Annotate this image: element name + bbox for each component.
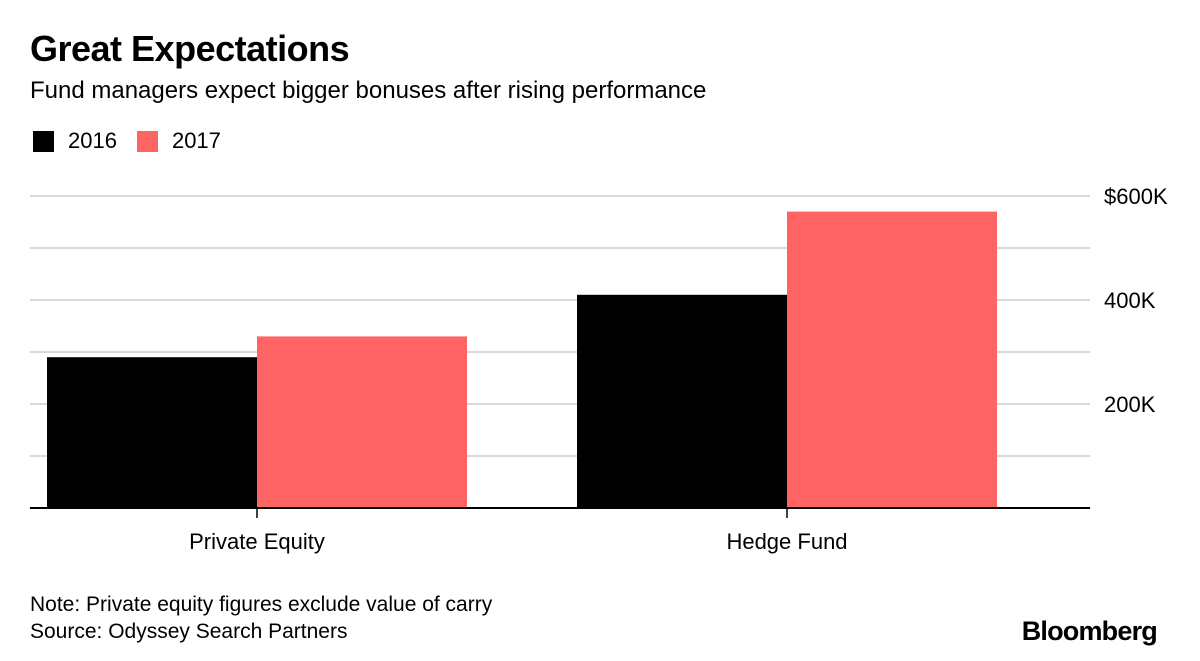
bar-2017-hedge-fund bbox=[787, 211, 997, 508]
x-tick-label: Private Equity bbox=[189, 529, 325, 554]
y-tick-label: $600K bbox=[1104, 184, 1168, 209]
chart-footnote: Note: Private equity figures exclude val… bbox=[30, 591, 492, 645]
legend-label-2017: 2017 bbox=[171, 128, 221, 153]
bar-2016-hedge-fund bbox=[577, 294, 787, 508]
y-tick-label: 200K bbox=[1104, 392, 1156, 417]
x-tick-label: Hedge Fund bbox=[726, 529, 847, 554]
chart-subtitle: Fund managers expect bigger bonuses afte… bbox=[30, 77, 707, 104]
chart-title: Great Expectations bbox=[30, 28, 350, 69]
legend-label-2016: 2016 bbox=[68, 128, 117, 153]
y-tick-label: 400K bbox=[1104, 288, 1156, 313]
legend-swatch-2017 bbox=[136, 130, 158, 152]
source-text: Source: Odyssey Search Partners bbox=[30, 620, 348, 643]
legend-item-2016: 2016 bbox=[33, 128, 117, 154]
legend: 2016 2017 bbox=[33, 128, 241, 154]
note-text: Note: Private equity figures exclude val… bbox=[30, 593, 493, 616]
bar-2017-private-equity bbox=[257, 336, 467, 508]
legend-item-2017: 2017 bbox=[136, 128, 221, 154]
bloomberg-logo: Bloomberg bbox=[1021, 616, 1158, 646]
legend-swatch-2016 bbox=[33, 130, 54, 152]
bar-2016-private-equity bbox=[47, 357, 257, 508]
